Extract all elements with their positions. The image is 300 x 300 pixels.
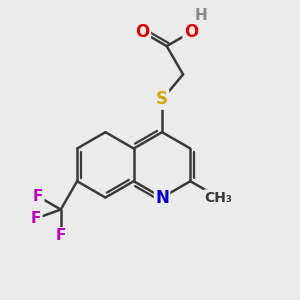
Text: F: F [56, 228, 66, 243]
Text: CH₃: CH₃ [205, 190, 232, 205]
Text: H: H [194, 8, 207, 23]
Text: F: F [33, 189, 43, 204]
Text: S: S [156, 91, 168, 109]
Text: F: F [31, 211, 41, 226]
Text: O: O [184, 23, 198, 41]
Text: N: N [155, 189, 169, 207]
Text: O: O [136, 23, 150, 41]
